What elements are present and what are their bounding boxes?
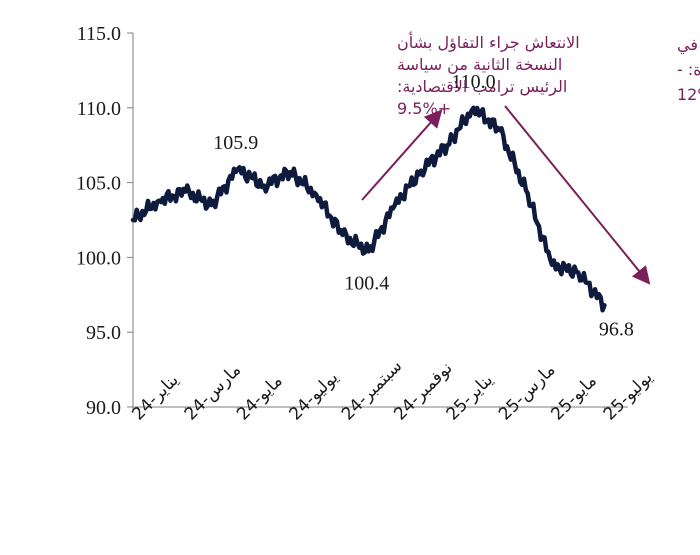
x-tick-label: مايو-25 xyxy=(547,371,600,424)
x-tick-label: مارس-24 xyxy=(181,360,245,424)
point-label: 105.9 xyxy=(213,132,258,154)
point-label: 96.8 xyxy=(599,318,634,340)
annotation-line: الانتعاش جراء التفاؤل بشأن xyxy=(397,31,580,53)
x-ticks: يناير-24مارس-24مايو-24يوليو-24سبتمبر-24ن… xyxy=(128,356,656,424)
y-tick-label: 100.0 xyxy=(76,247,121,269)
annotation-line: +9.5% xyxy=(397,99,451,118)
annotation-rally: الانتعاش جراء التفاؤل بشأن النسخة الثانية… xyxy=(397,31,580,118)
y-tick-label: 115.0 xyxy=(77,23,121,45)
annotation-line: الرئيس ترامب الاقتصادية: xyxy=(397,77,567,97)
point-labels: 105.9 100.4 110.0 96.8 xyxy=(213,71,634,340)
y-tick-label: 95.0 xyxy=(86,322,121,344)
annotation-line: النسخة الثانية من سياسة xyxy=(397,55,562,75)
series-line xyxy=(130,105,607,313)
x-tick-label: يوليو-25 xyxy=(600,368,657,425)
annotation-line: الولايات المتحدة: - xyxy=(677,60,700,80)
decline-arrow xyxy=(504,105,651,285)
y-tick-label: 110.0 xyxy=(77,98,121,120)
rally-arrow xyxy=(361,109,443,201)
y-tick-label: 90.0 xyxy=(86,397,121,419)
point-label: 100.4 xyxy=(344,272,389,294)
point-label: 110.0 xyxy=(451,71,495,93)
x-tick-label: يوليو-24 xyxy=(286,368,343,425)
annotation-confidence-shock: صدمة الثقة في الولايات المتحدة: - 12% xyxy=(677,35,700,104)
y-tick-label: 105.0 xyxy=(76,173,121,195)
x-tick-label: مارس-25 xyxy=(495,360,559,424)
x-tick-label: يناير-24 xyxy=(128,370,183,425)
x-tick-label: يناير-25 xyxy=(443,370,498,425)
x-tick-label: مايو-24 xyxy=(233,371,286,424)
annotation-line: 12% xyxy=(677,85,700,104)
y-ticks: 115.0 110.0 105.0 100.0 95.0 90.0 xyxy=(76,23,133,419)
annotation-line: صدمة الثقة في xyxy=(677,35,700,55)
